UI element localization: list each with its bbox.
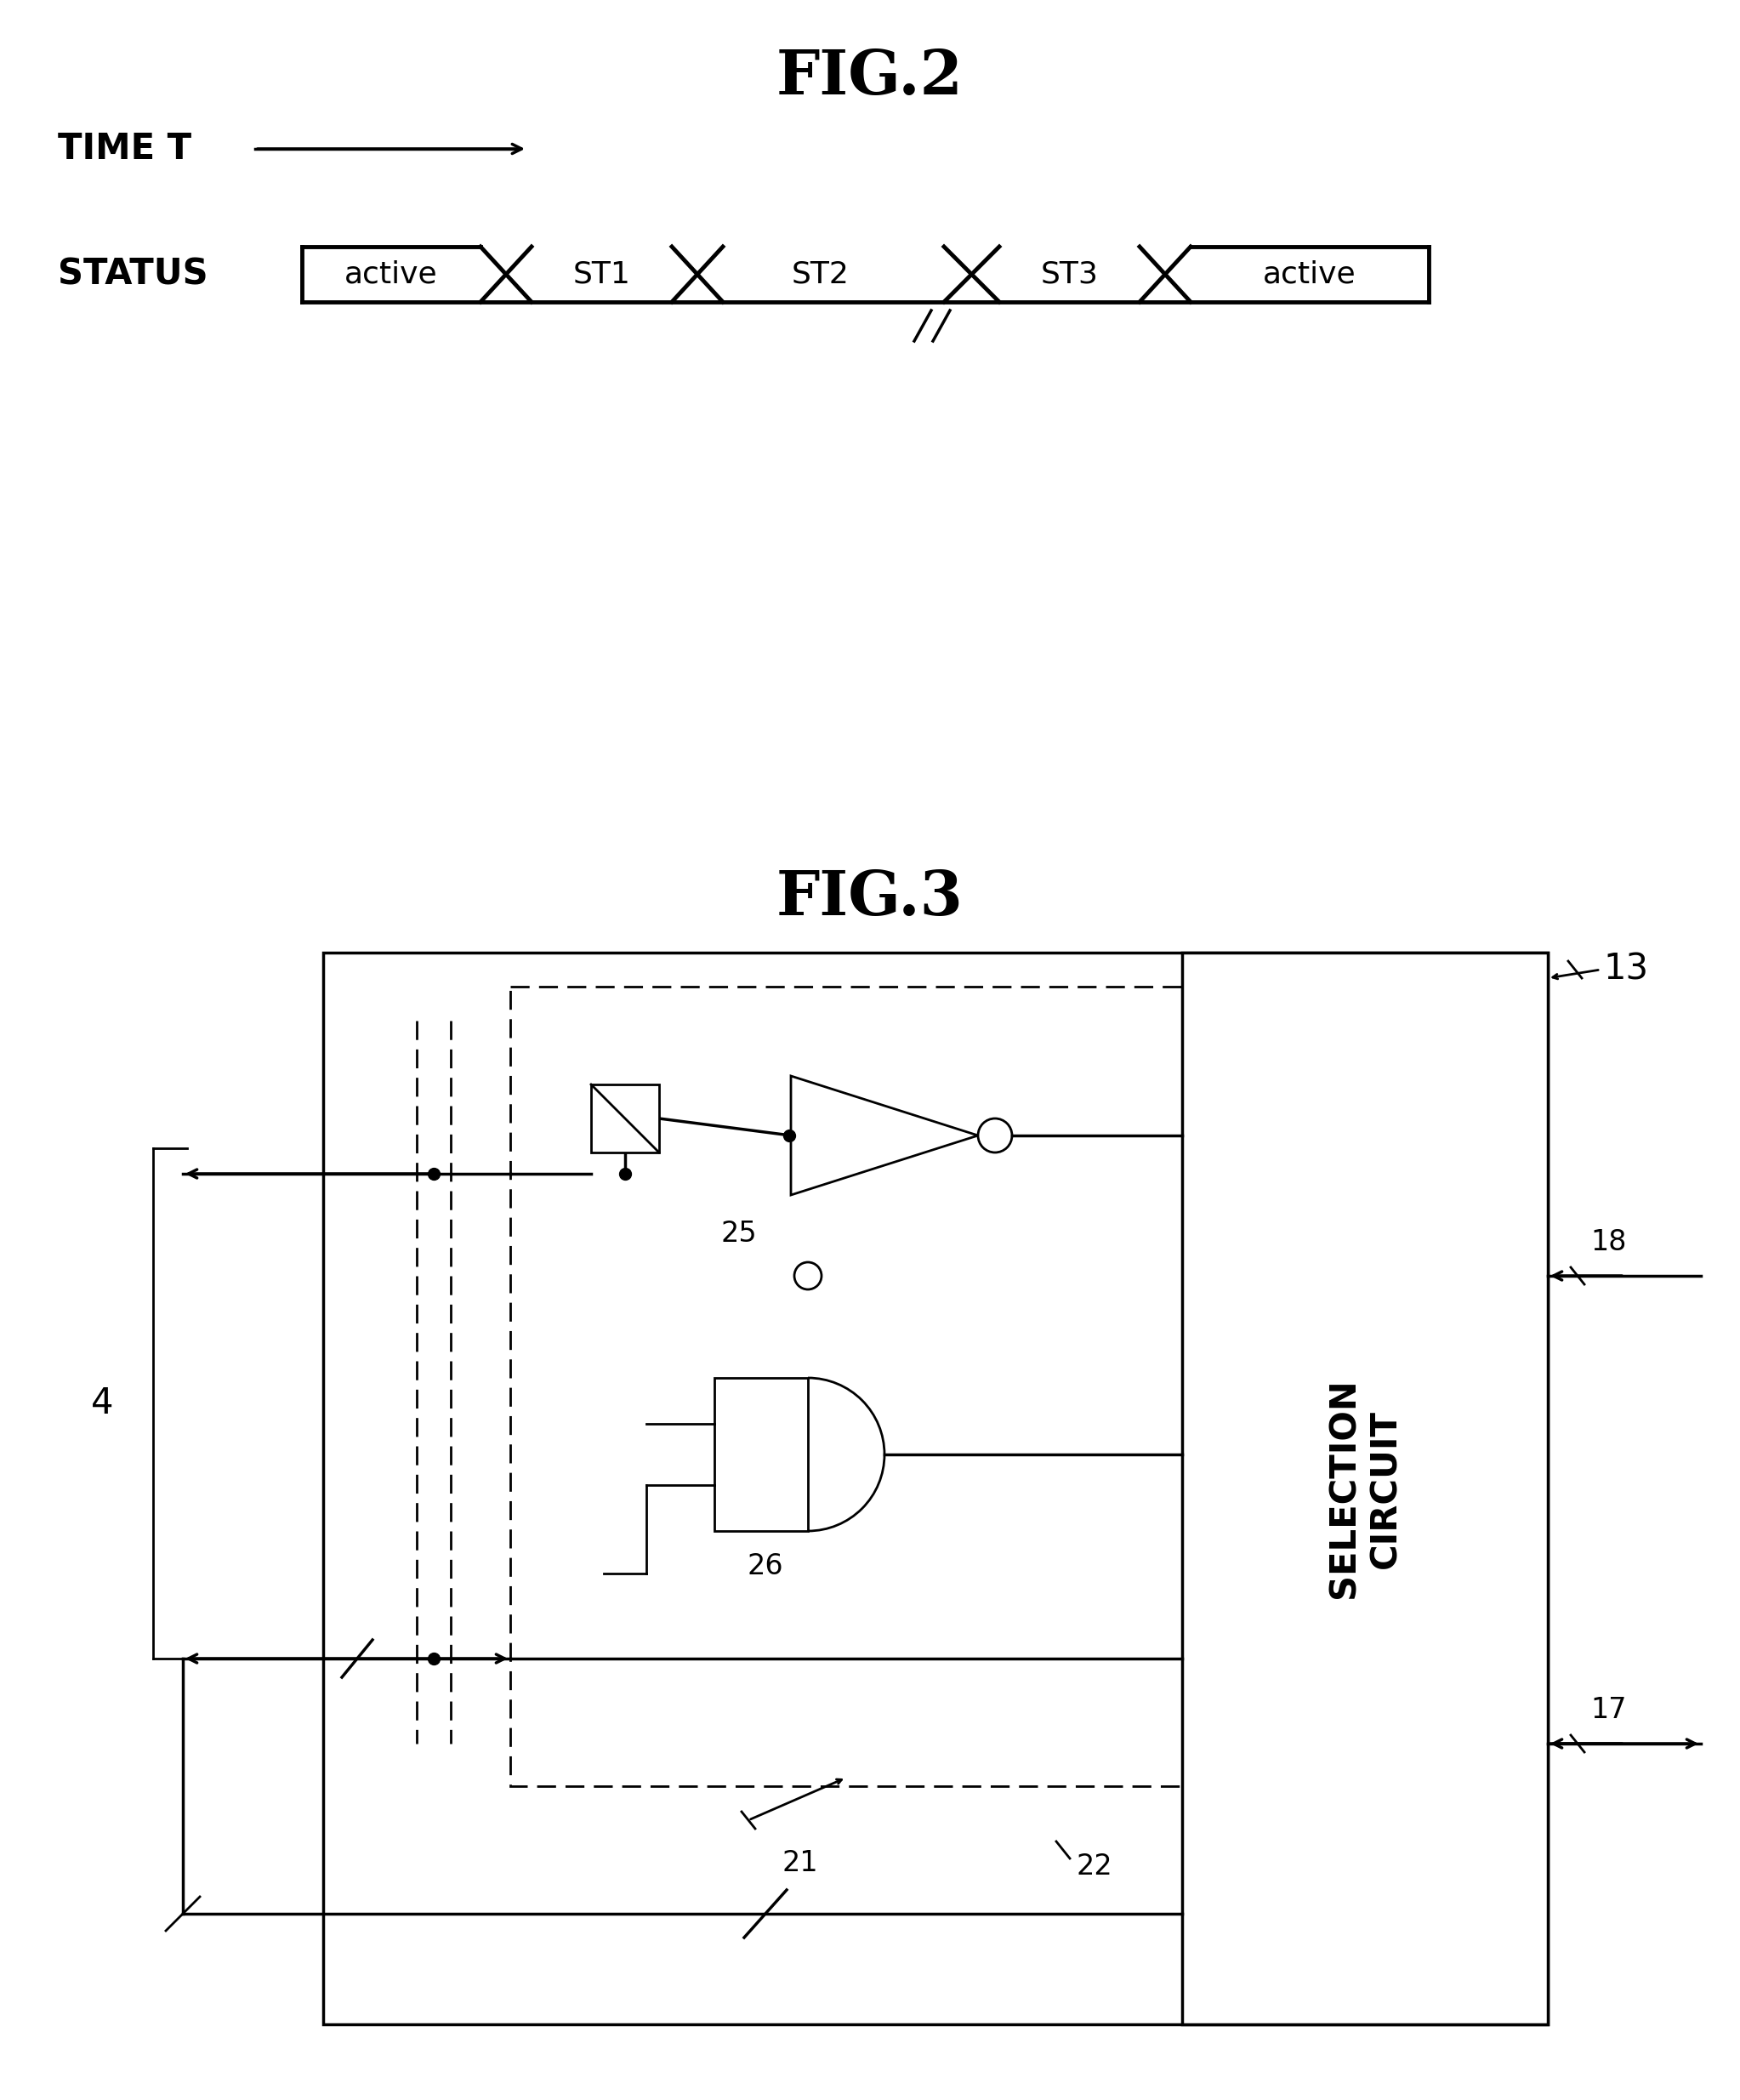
Text: 21: 21 [783, 1848, 818, 1877]
Bar [510, 987, 1181, 1787]
Text: ST2: ST2 [792, 260, 849, 290]
Text: 25: 25 [720, 1220, 757, 1247]
Text: FIG.3: FIG.3 [776, 867, 964, 928]
Text: STATUS: STATUS [57, 256, 209, 292]
Text: active: active [1263, 260, 1355, 290]
Text: 17: 17 [1590, 1695, 1627, 1724]
Text: ST3: ST3 [1041, 260, 1098, 290]
Text: 4: 4 [90, 1386, 113, 1422]
Text: 13: 13 [1603, 951, 1648, 987]
Text: ST1: ST1 [572, 260, 630, 290]
Bar [715, 1378, 807, 1531]
Text: 22: 22 [1075, 1852, 1112, 1882]
Text: active: active [345, 260, 438, 290]
Text: 26: 26 [746, 1552, 783, 1581]
Text: FIG.2: FIG.2 [776, 46, 964, 107]
Text: SELECTION
CIRCUIT: SELECTION CIRCUIT [1326, 1378, 1404, 1598]
Bar [324, 953, 1549, 2024]
Bar [592, 1084, 659, 1153]
Text: TIME T: TIME T [57, 130, 191, 166]
Text: 18: 18 [1590, 1228, 1627, 1256]
Bar [1181, 953, 1549, 2024]
